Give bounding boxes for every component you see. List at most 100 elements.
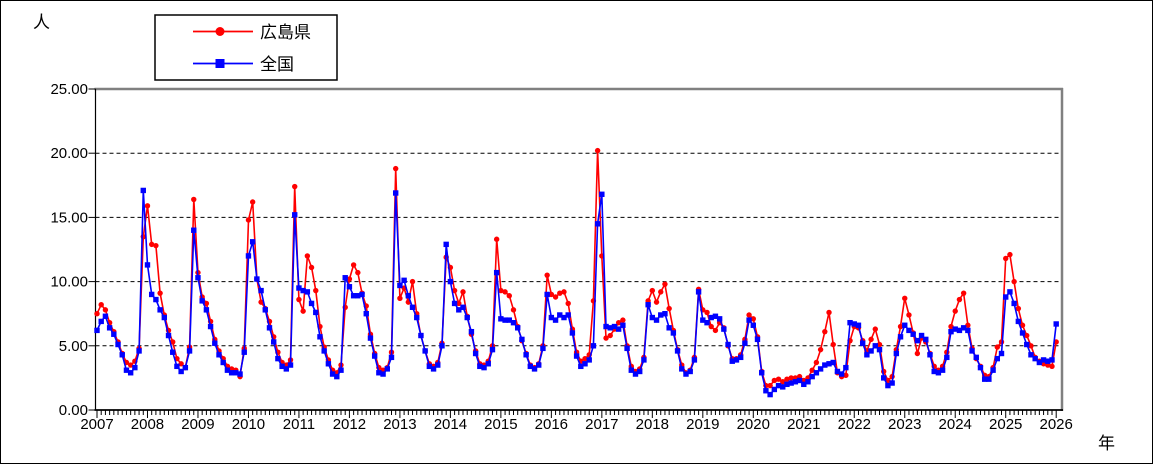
hiroshima-data-point <box>292 183 298 190</box>
national-data-point <box>228 370 235 376</box>
national-data-point <box>881 375 887 381</box>
national-data-point <box>759 370 765 376</box>
national-data-point <box>165 332 172 339</box>
x-axis-tick-label: 2016 <box>535 416 568 433</box>
hiroshima-data-point <box>561 289 567 295</box>
national-data-point <box>956 327 963 334</box>
hiroshima-data-point <box>191 196 197 203</box>
x-axis-tick-label: 2009 <box>181 416 214 433</box>
national-data-point <box>397 282 403 289</box>
national-data-point <box>220 359 226 366</box>
national-data-point <box>346 284 353 290</box>
national-data-point <box>262 307 268 313</box>
national-data-point <box>355 293 361 299</box>
national-data-point <box>658 312 664 318</box>
national-data-point <box>224 367 231 373</box>
national-data-point <box>237 371 243 377</box>
hiroshima-data-point <box>144 203 151 209</box>
national-data-point <box>876 346 883 353</box>
national-data-point <box>805 379 811 385</box>
national-data-point <box>1011 300 1017 307</box>
national-data-point <box>666 325 672 331</box>
national-data-point <box>687 368 693 375</box>
national-data-point <box>1032 355 1038 362</box>
hiroshima-data-point <box>98 302 104 308</box>
national-data-point <box>275 355 281 362</box>
national-data-point <box>906 327 912 334</box>
national-data-point <box>308 300 315 307</box>
x-axis-tick-label: 2013 <box>383 416 416 433</box>
hiroshima-data-point <box>1003 255 1009 262</box>
hiroshima-data-point <box>649 287 656 294</box>
national-data-point <box>817 366 824 372</box>
hiroshima-data-point <box>510 307 517 313</box>
hiroshima-data-point <box>1019 322 1026 328</box>
national-data-point <box>1015 318 1022 325</box>
national-data-point <box>304 289 311 295</box>
national-data-point <box>426 363 433 370</box>
national-data-point <box>733 357 740 363</box>
national-data-point <box>977 364 984 371</box>
x-axis-tick-label: 2020 <box>737 416 770 433</box>
national-data-point <box>127 370 134 376</box>
national-data-point <box>552 317 559 323</box>
national-data-point <box>767 391 773 398</box>
national-data-point <box>443 241 449 248</box>
national-data-point <box>371 353 378 359</box>
hiroshima-data-point <box>813 359 820 366</box>
national-data-point <box>191 227 197 233</box>
national-data-point <box>536 362 542 368</box>
national-data-point <box>300 287 306 294</box>
national-data-point <box>157 307 163 313</box>
national-data-point <box>780 384 786 390</box>
hiroshima-data-point <box>603 335 609 341</box>
hiroshima-data-point <box>843 372 849 379</box>
x-axis-tick-label: 2026 <box>1040 416 1073 433</box>
national-data-point <box>729 358 735 364</box>
national-data-point <box>481 364 487 371</box>
national-data-point <box>510 319 517 326</box>
national-data-point <box>864 352 870 358</box>
national-data-point <box>897 334 904 340</box>
hiroshima-data-point <box>750 316 756 322</box>
hiroshima-data-point <box>1024 332 1030 339</box>
national-data-point <box>111 331 117 337</box>
national-data-point <box>531 366 538 372</box>
national-data-point <box>544 291 550 298</box>
national-data-point <box>994 355 1001 362</box>
hiroshima-data-point <box>460 289 466 295</box>
hiroshima-data-point <box>658 289 664 295</box>
hiroshima-data-point <box>451 287 458 294</box>
national-data-point <box>519 336 525 343</box>
hiroshima-data-point <box>653 299 660 305</box>
national-data-point <box>409 304 416 310</box>
national-data-point <box>599 191 605 197</box>
hiroshima-data-point <box>872 326 878 332</box>
hiroshima-data-point <box>313 287 319 294</box>
national-data-point <box>809 373 815 380</box>
national-data-point <box>1049 357 1055 363</box>
hiroshima-data-point <box>902 295 908 301</box>
hiroshima-data-point <box>594 147 601 154</box>
national-data-point <box>990 367 996 373</box>
national-data-point <box>712 313 719 319</box>
national-data-point <box>649 314 656 321</box>
hiroshima-data-point <box>784 376 790 382</box>
x-axis-tick-label: 2023 <box>888 416 921 433</box>
x-axis-tick-label: 2018 <box>636 416 669 433</box>
y-axis-tick-label: 5.00 <box>59 338 88 355</box>
national-data-point <box>721 326 727 332</box>
legend-label-national: 全国 <box>260 55 294 74</box>
national-data-point <box>292 212 298 218</box>
national-data-point <box>388 354 395 361</box>
national-data-point <box>939 367 946 373</box>
national-data-point <box>641 357 647 363</box>
national-data-point <box>700 317 706 323</box>
national-data-point <box>241 349 247 355</box>
national-data-point <box>775 382 782 389</box>
national-data-point <box>170 349 176 355</box>
national-data-point <box>254 276 260 282</box>
national-data-point <box>334 373 340 380</box>
national-data-point <box>430 366 437 372</box>
y-axis-tick-label: 15.00 <box>50 209 88 226</box>
